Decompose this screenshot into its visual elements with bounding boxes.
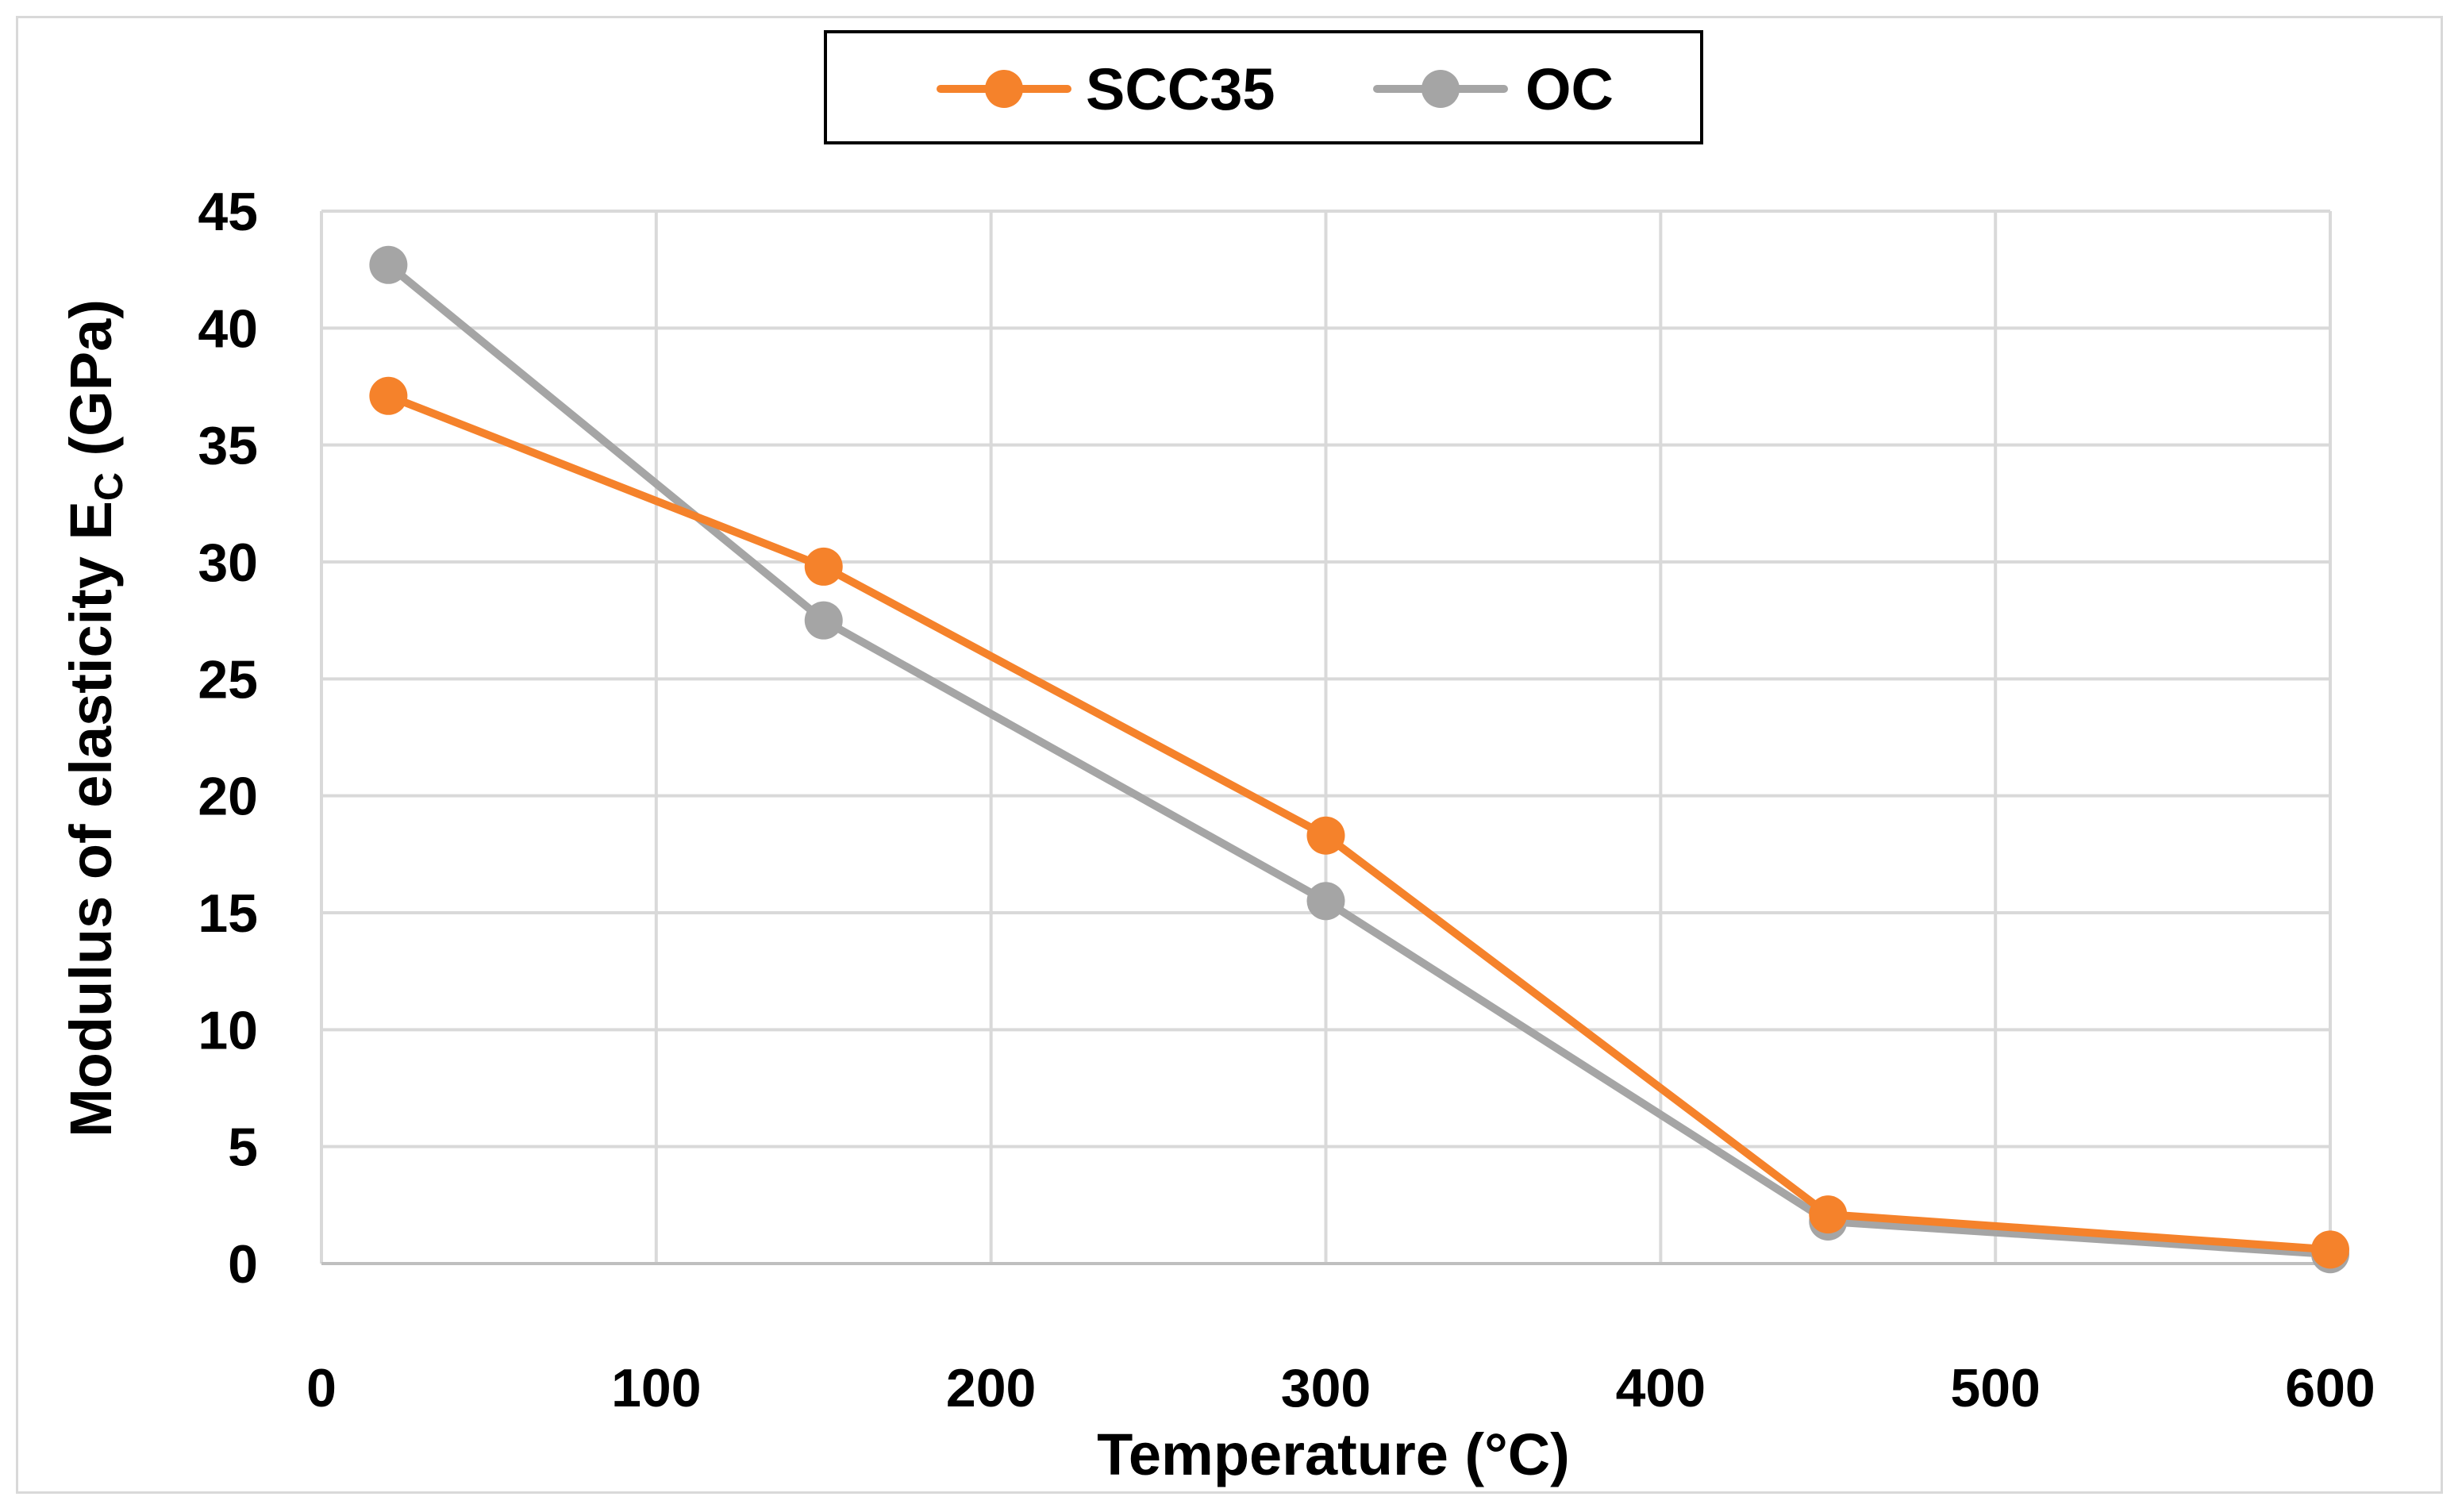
data-point-oc	[1306, 882, 1345, 921]
x-axis-title: Temperature (°C)	[1097, 1422, 1570, 1487]
series-line-oc	[386, 261, 2331, 1259]
y-tick-label: 25	[198, 649, 258, 710]
x-tick-label: 400	[1616, 1358, 1706, 1418]
x-tick-label: 100	[611, 1358, 701, 1418]
y-axis-title-subscript: C	[87, 472, 131, 501]
data-point-scc35	[804, 547, 843, 586]
x-tick-label: 500	[1950, 1358, 2040, 1418]
chart-frame	[16, 16, 2443, 1494]
y-tick-label: 20	[198, 767, 258, 827]
legend-marker-oc	[1421, 70, 1460, 108]
data-point-scc35	[1809, 1195, 1848, 1234]
y-tick-labels: 0 5 10 15 20 25 30 35 40 45	[198, 182, 258, 1295]
grid	[320, 210, 2332, 1264]
x-tick-label: 200	[946, 1358, 1036, 1418]
series-layer	[369, 245, 2349, 1274]
legend-label-oc: OC	[1525, 56, 1614, 122]
y-tick-label: 5	[228, 1118, 258, 1178]
data-point-oc	[804, 601, 843, 640]
data-point-scc35	[1306, 816, 1345, 855]
y-tick-label: 30	[198, 533, 258, 593]
data-point-oc	[369, 245, 408, 284]
series-line-scc35	[387, 392, 2331, 1254]
legend-marker-scc35	[985, 70, 1023, 108]
legend-box	[824, 30, 1703, 144]
y-tick-label: 10	[198, 1000, 258, 1060]
x-tick-label: 300	[1281, 1358, 1371, 1418]
x-tick-label: 0	[306, 1358, 337, 1418]
y-tick-label: 40	[198, 298, 258, 359]
y-axis-title-unit: (GPa)	[58, 299, 124, 472]
x-tick-labels: 0 100 200 300 400 500 600	[306, 1358, 2375, 1418]
y-tick-label: 15	[198, 883, 258, 944]
data-point-scc35	[2311, 1230, 2349, 1269]
y-axis-title: Modulus of elasticity EC (GPa)	[58, 299, 131, 1137]
y-tick-label: 45	[198, 182, 258, 242]
legend-label-scc35: SCC35	[1086, 56, 1275, 122]
data-point-scc35	[369, 376, 408, 415]
legend: SCC35 OC	[824, 30, 1703, 144]
y-axis-title-main: Modulus of elasticity E	[58, 501, 124, 1137]
y-tick-label: 0	[228, 1234, 258, 1295]
x-tick-label: 600	[2285, 1358, 2375, 1418]
y-tick-label: 35	[198, 416, 258, 476]
